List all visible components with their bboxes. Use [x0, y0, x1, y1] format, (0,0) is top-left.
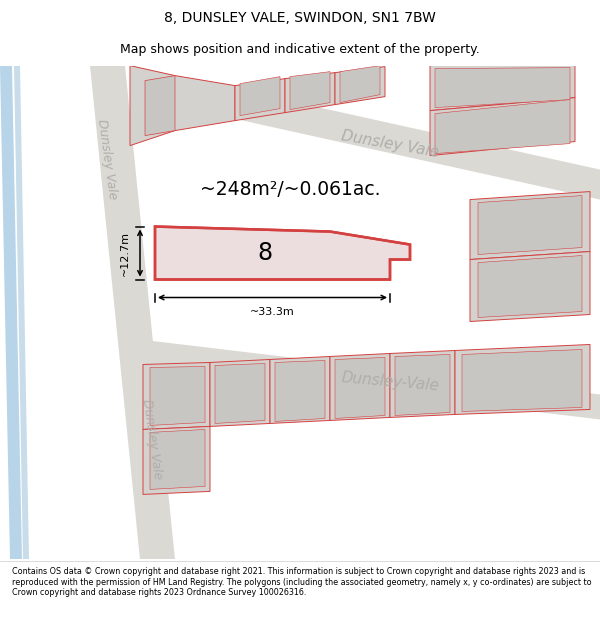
Polygon shape: [435, 99, 570, 154]
Text: 8, DUNSLEY VALE, SWINDON, SN1 7BW: 8, DUNSLEY VALE, SWINDON, SN1 7BW: [164, 11, 436, 26]
Polygon shape: [143, 362, 210, 429]
Polygon shape: [478, 256, 582, 318]
Text: Dunsley Vale: Dunsley Vale: [95, 119, 119, 201]
Polygon shape: [14, 66, 29, 559]
Text: Dunsley Vale: Dunsley Vale: [140, 398, 164, 481]
Polygon shape: [0, 66, 22, 559]
Polygon shape: [470, 251, 590, 321]
Text: ~33.3m: ~33.3m: [250, 306, 295, 316]
Polygon shape: [285, 72, 335, 112]
Polygon shape: [210, 359, 270, 426]
Polygon shape: [395, 354, 450, 416]
Polygon shape: [215, 364, 265, 424]
Polygon shape: [165, 231, 300, 276]
Polygon shape: [290, 72, 330, 109]
Text: Dunsley Vale: Dunsley Vale: [340, 129, 440, 161]
Polygon shape: [330, 354, 390, 421]
Polygon shape: [240, 77, 280, 116]
Polygon shape: [430, 98, 575, 156]
Text: Dunsley-Vale: Dunsley-Vale: [340, 370, 440, 393]
Text: Contains OS data © Crown copyright and database right 2021. This information is : Contains OS data © Crown copyright and d…: [12, 568, 592, 597]
Polygon shape: [150, 429, 205, 489]
Polygon shape: [335, 67, 385, 104]
Polygon shape: [390, 351, 455, 418]
Polygon shape: [470, 191, 590, 259]
Polygon shape: [143, 426, 210, 494]
Polygon shape: [275, 361, 325, 421]
Polygon shape: [340, 66, 380, 102]
Polygon shape: [90, 66, 175, 559]
Polygon shape: [430, 61, 575, 111]
Polygon shape: [478, 196, 582, 254]
Polygon shape: [145, 76, 175, 136]
Polygon shape: [455, 344, 590, 414]
Text: ~248m²/~0.061ac.: ~248m²/~0.061ac.: [200, 180, 380, 199]
Polygon shape: [130, 66, 600, 199]
Polygon shape: [462, 349, 582, 411]
Polygon shape: [270, 356, 330, 424]
Text: 8: 8: [257, 241, 272, 264]
Polygon shape: [335, 357, 385, 419]
Polygon shape: [235, 79, 285, 121]
Polygon shape: [155, 226, 410, 279]
Polygon shape: [150, 366, 205, 426]
Text: ~12.7m: ~12.7m: [120, 231, 130, 276]
Polygon shape: [435, 68, 570, 108]
Polygon shape: [140, 339, 600, 419]
Polygon shape: [130, 66, 235, 146]
Text: Map shows position and indicative extent of the property.: Map shows position and indicative extent…: [120, 42, 480, 56]
